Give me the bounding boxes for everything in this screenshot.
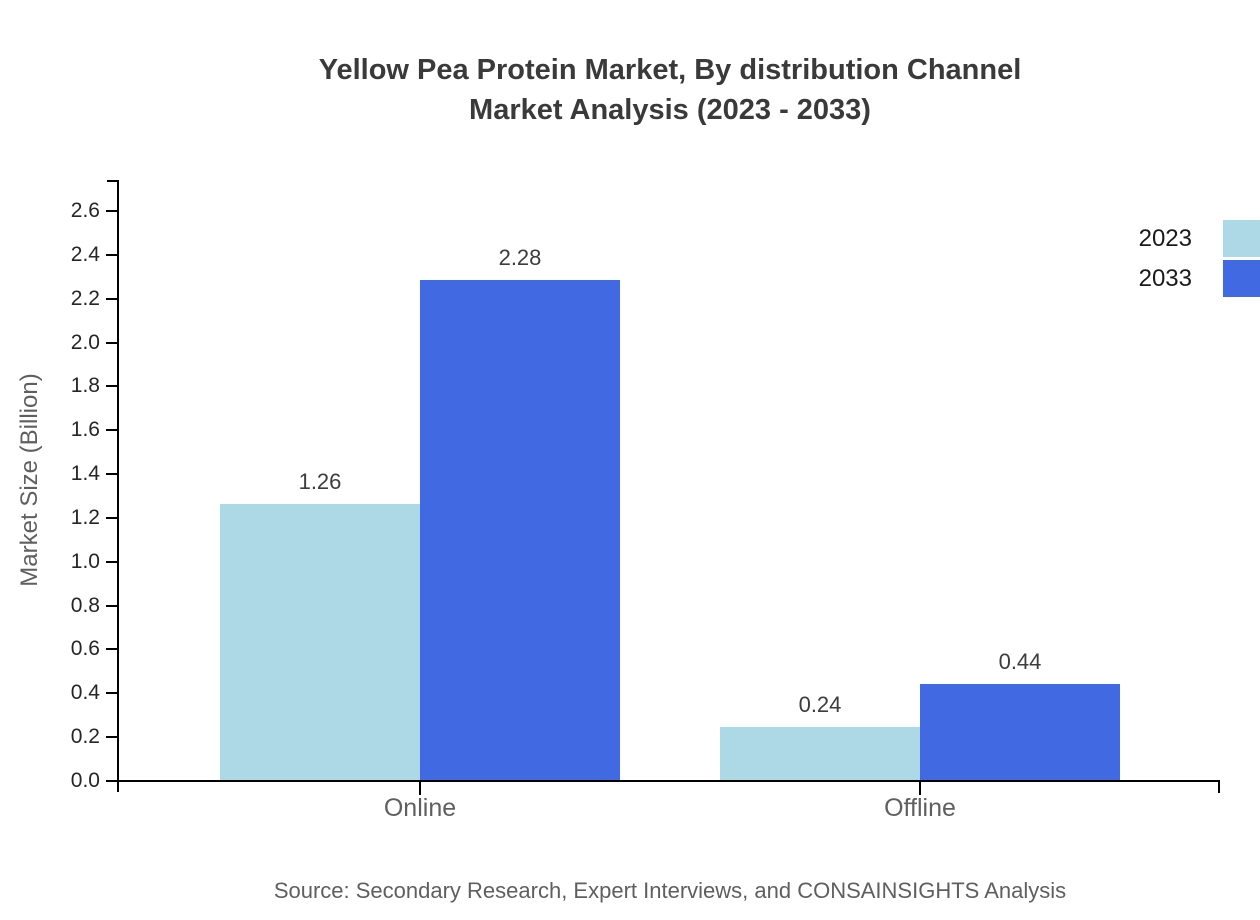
y-tick-mark bbox=[106, 298, 118, 300]
bar-2023-offline bbox=[720, 727, 920, 780]
y-tick-mark bbox=[106, 517, 118, 519]
y-tick-mark bbox=[106, 254, 118, 256]
legend-swatch bbox=[1223, 260, 1260, 297]
y-tick-label: 2.6 bbox=[70, 199, 100, 222]
y-axis-spine bbox=[117, 180, 119, 792]
x-axis-line bbox=[117, 780, 1220, 782]
legend: 2023 2033 bbox=[1139, 220, 1260, 300]
y-tick-mark bbox=[106, 342, 118, 344]
y-tick-mark bbox=[106, 736, 118, 738]
legend-swatch bbox=[1223, 220, 1260, 257]
legend-label: 2023 bbox=[1138, 224, 1192, 252]
y-tick-label: 1.2 bbox=[70, 506, 100, 529]
y-tick-mark bbox=[106, 561, 118, 563]
category-label-offline: Offline bbox=[884, 794, 956, 822]
y-tick-label: 0.6 bbox=[70, 637, 100, 660]
bar-value-label: 2.28 bbox=[498, 245, 542, 270]
x-tick-mark bbox=[419, 780, 421, 795]
y-tick-label: 0.4 bbox=[70, 681, 100, 704]
y-tick-mark bbox=[106, 210, 118, 212]
y-tick-mark bbox=[106, 429, 118, 431]
x-tick-mark bbox=[919, 780, 921, 795]
bar-value-label: 0.24 bbox=[798, 692, 842, 717]
y-tick-label: 1.6 bbox=[70, 418, 100, 441]
y-tick-mark bbox=[106, 605, 118, 607]
legend-item: 2033 bbox=[1139, 260, 1260, 297]
legend-label: 2033 bbox=[1138, 264, 1192, 292]
y-tick-mark bbox=[106, 648, 118, 650]
y-tick-label: 1.4 bbox=[70, 462, 100, 485]
y-tick-label: 0.0 bbox=[70, 769, 100, 792]
chart-title-line1: Yellow Pea Protein Market, By distributi… bbox=[318, 54, 1022, 86]
chart-title: Yellow Pea Protein Market, By distributi… bbox=[80, 50, 1260, 130]
bar-2033-online bbox=[420, 280, 620, 780]
bar-value-label: 0.44 bbox=[998, 649, 1042, 674]
y-tick-label: 1.0 bbox=[70, 550, 100, 573]
x-axis-end-cap bbox=[1218, 780, 1220, 793]
bar-value-label: 1.26 bbox=[298, 469, 342, 494]
y-tick-label: 2.2 bbox=[70, 287, 100, 310]
y-tick-mark bbox=[106, 385, 118, 387]
bar-2023-online bbox=[220, 504, 420, 780]
bar-2033-offline bbox=[920, 684, 1120, 780]
y-tick-label: 2.0 bbox=[70, 331, 100, 354]
source-note: Source: Secondary Research, Expert Inter… bbox=[273, 878, 1067, 903]
y-axis-end-cap bbox=[107, 180, 117, 182]
y-tick-mark bbox=[106, 780, 118, 782]
y-tick-mark bbox=[106, 692, 118, 694]
y-tick-label: 1.8 bbox=[70, 374, 100, 397]
y-tick-mark bbox=[106, 473, 118, 475]
chart-title-line2: Market Analysis (2023 - 2033) bbox=[469, 94, 871, 126]
y-tick-label: 0.8 bbox=[70, 594, 100, 617]
legend-item: 2023 bbox=[1139, 220, 1260, 257]
category-label-online: Online bbox=[383, 794, 457, 822]
y-tick-label: 0.2 bbox=[70, 725, 100, 748]
y-tick-label: 2.4 bbox=[70, 243, 100, 266]
